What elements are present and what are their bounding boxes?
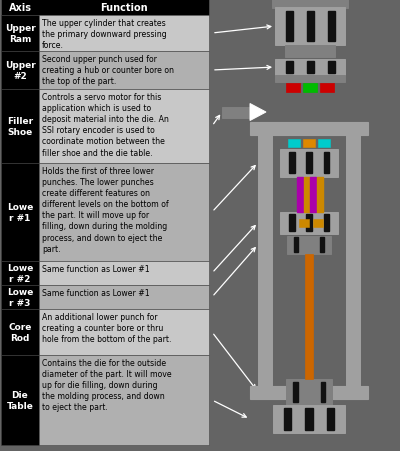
Bar [222, 107, 250, 118]
Bar [284, 408, 291, 430]
Bar [318, 139, 330, 147]
Bar [272, 0, 348, 9]
Bar [1, 52, 39, 90]
Bar [299, 219, 309, 227]
Bar [324, 152, 329, 174]
Bar [320, 238, 324, 252]
Bar [250, 122, 368, 135]
Bar [287, 236, 331, 254]
Bar [39, 355, 209, 445]
Bar [39, 164, 209, 262]
Text: Second upper punch used for
creating a hub or counter bore on
the top of the par: Second upper punch used for creating a h… [42, 55, 174, 86]
Text: Lowe
r #1: Lowe r #1 [7, 203, 33, 222]
Bar [280, 149, 338, 177]
Text: Contains the die for the outside
diameter of the part. It will move
up for die f: Contains the die for the outside diamete… [42, 358, 172, 411]
Text: Same function as Lower #1: Same function as Lower #1 [42, 264, 150, 273]
Text: Holds the first of three lower
punches. The lower punches
create different featu: Holds the first of three lower punches. … [42, 166, 169, 253]
Bar [328, 12, 334, 42]
Bar [1, 309, 39, 355]
Text: Lowe
r #3: Lowe r #3 [7, 288, 33, 307]
Bar [317, 177, 323, 212]
Bar [39, 262, 209, 285]
Text: Core
Rod: Core Rod [8, 322, 32, 342]
Bar [305, 254, 313, 379]
Text: Axis: Axis [8, 3, 32, 13]
Bar [275, 76, 345, 83]
Bar [303, 139, 315, 147]
Bar [306, 214, 312, 231]
Bar [288, 139, 300, 147]
Bar [286, 12, 292, 42]
Bar [346, 135, 360, 399]
Bar [303, 84, 317, 93]
Bar [289, 152, 294, 174]
Bar [1, 355, 39, 445]
Bar [39, 16, 209, 52]
Polygon shape [250, 104, 266, 121]
Bar [304, 177, 310, 212]
Bar [1, 90, 39, 164]
Bar [294, 238, 298, 252]
Bar [1, 0, 209, 16]
Bar [306, 62, 314, 74]
Bar [313, 219, 323, 227]
Text: Same function as Lower #1: Same function as Lower #1 [42, 288, 150, 297]
Text: Upper
Ram: Upper Ram [5, 24, 35, 44]
Text: An additional lower punch for
creating a counter bore or thru
hole from the bott: An additional lower punch for creating a… [42, 312, 172, 344]
Bar [306, 152, 312, 174]
Bar [310, 177, 316, 212]
Bar [293, 382, 298, 402]
Text: Function: Function [100, 3, 148, 13]
Text: Lowe
r #2: Lowe r #2 [7, 264, 33, 283]
Text: Upper
#2: Upper #2 [5, 61, 35, 81]
Bar [306, 12, 314, 42]
Text: Filler
Shoe: Filler Shoe [7, 117, 33, 136]
Text: The upper cylinder that creates
the primary downward pressing
force.: The upper cylinder that creates the prim… [42, 19, 167, 50]
Bar [306, 408, 313, 430]
Bar [286, 84, 300, 93]
Bar [39, 285, 209, 309]
Bar [285, 46, 335, 58]
Bar [1, 262, 39, 285]
Bar [327, 408, 334, 430]
Bar [297, 177, 303, 212]
Bar [258, 135, 272, 399]
Bar [320, 84, 334, 93]
Bar [275, 60, 345, 76]
Bar [250, 386, 368, 399]
Bar [324, 214, 329, 231]
Bar [320, 382, 325, 402]
Text: Die
Table: Die Table [6, 391, 34, 410]
Text: Controls a servo motor for this
application which is used to
deposit material in: Controls a servo motor for this applicat… [42, 93, 169, 157]
Bar [286, 62, 292, 74]
Bar [39, 52, 209, 90]
Bar [1, 285, 39, 309]
Bar [289, 214, 294, 231]
Bar [275, 8, 345, 46]
Bar [39, 90, 209, 164]
Bar [286, 379, 332, 405]
Bar [273, 405, 345, 433]
Bar [280, 212, 338, 234]
Bar [39, 309, 209, 355]
Bar [328, 62, 334, 74]
Bar [1, 16, 39, 52]
Bar [1, 164, 39, 262]
